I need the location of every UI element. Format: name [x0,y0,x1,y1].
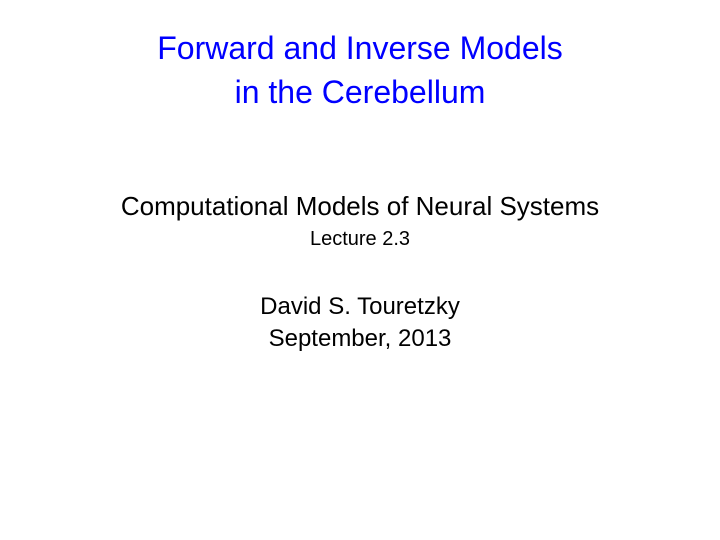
author-name: David S. Touretzky [260,293,460,321]
slide-container: Forward and Inverse Models in the Cerebe… [0,0,720,540]
date: September, 2013 [269,325,452,353]
lecture-number: Lecture 2.3 [310,228,410,251]
subtitle: Computational Models of Neural Systems [121,191,599,222]
title-line-2: in the Cerebellum [235,72,486,114]
title-line-1: Forward and Inverse Models [157,28,563,70]
